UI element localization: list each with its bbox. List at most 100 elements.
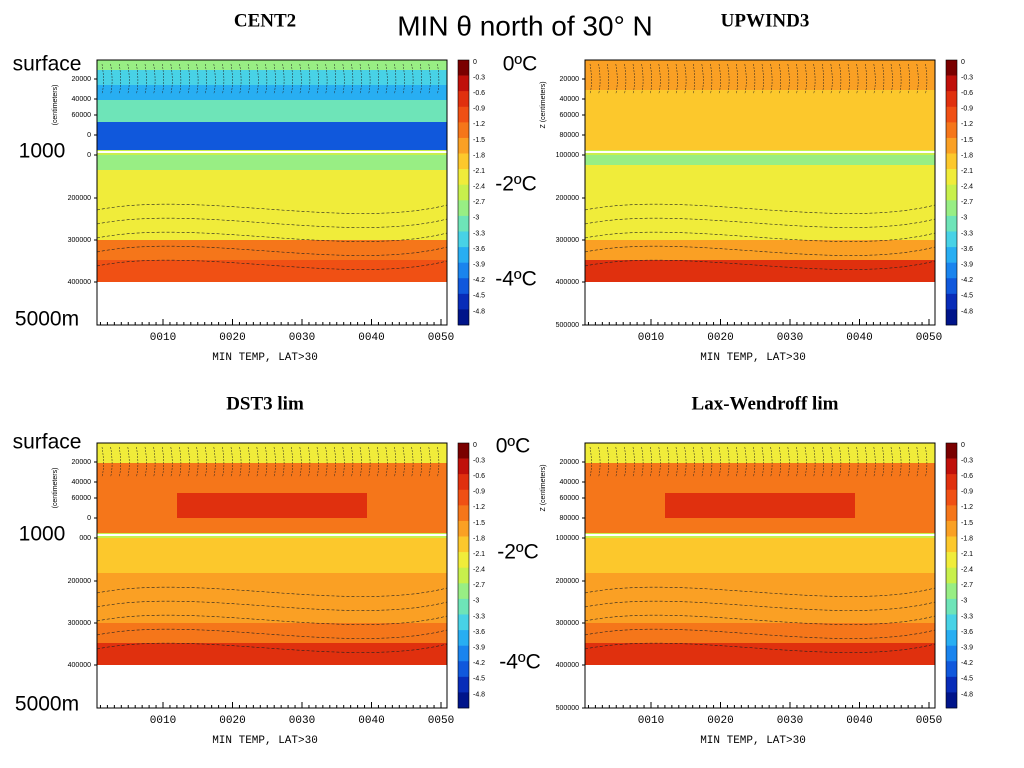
contour	[402, 446, 405, 478]
contour	[282, 63, 285, 95]
field-patch	[665, 493, 855, 518]
contour	[265, 446, 268, 478]
colorbar-swatch	[458, 645, 469, 662]
contour	[136, 446, 139, 478]
contour	[222, 446, 225, 478]
contour	[787, 446, 790, 478]
depth-label: 5000m	[15, 693, 79, 716]
colorbar-label: -0.3	[473, 74, 485, 81]
contour	[351, 446, 354, 478]
colorbar-swatch	[946, 458, 957, 475]
colorbar-swatch	[946, 169, 957, 186]
colorbar-label: -2.1	[473, 551, 485, 558]
colorbar-swatch	[946, 200, 957, 217]
y-tick-label: 40000	[560, 96, 580, 103]
contour	[882, 446, 885, 478]
contour	[101, 63, 104, 95]
y-tick-label: 300000	[68, 620, 91, 627]
colorbar-label: -1.5	[961, 520, 973, 527]
colorbar-swatch	[946, 91, 957, 108]
temperature-label: 0ºC	[496, 435, 531, 458]
colorbar-label: -1.2	[961, 504, 973, 511]
contour	[589, 446, 592, 478]
colorbar-label: -1.8	[961, 535, 973, 542]
colorbar-swatch	[946, 215, 957, 232]
contour	[385, 63, 388, 95]
contour	[96, 231, 448, 242]
contour	[916, 63, 919, 95]
y-tick-label: 400000	[68, 662, 91, 669]
colorbar-label: -0.6	[961, 90, 973, 97]
colorbar-label: -2.4	[961, 567, 973, 574]
plot-frame	[96, 442, 448, 709]
colorbar-swatch	[458, 536, 469, 553]
colorbar-label: -4.5	[473, 293, 485, 300]
colorbar-swatch	[946, 676, 957, 693]
contour	[290, 446, 293, 478]
y-tick-label: 500000	[556, 705, 579, 712]
colorbar-label: -4.5	[961, 293, 973, 300]
colorbar-label: -2.7	[961, 199, 973, 206]
colorbar-label: 0	[473, 59, 477, 66]
contour	[179, 446, 182, 478]
contour	[744, 63, 747, 95]
contour	[925, 446, 928, 478]
contour	[684, 446, 687, 478]
field-band	[585, 443, 935, 463]
contour	[584, 217, 936, 228]
colorbar-label: -1.2	[473, 121, 485, 128]
temperature-label: -2ºC	[495, 173, 537, 196]
contour	[584, 614, 936, 625]
colorbar-label: -4.5	[473, 676, 485, 683]
colorbar-swatch	[458, 60, 469, 76]
x-tick-label: 0020	[707, 332, 733, 344]
contour	[239, 446, 242, 478]
colorbar-label: -1.5	[473, 520, 485, 527]
colorbar-label: -4.2	[473, 277, 485, 284]
contour	[230, 446, 233, 478]
field-band	[585, 90, 935, 150]
contour	[273, 63, 276, 95]
contour	[675, 63, 678, 95]
colorbar-swatch	[458, 676, 469, 693]
colorbar-swatch	[458, 153, 469, 170]
contour	[667, 63, 670, 95]
colorbar-swatch	[946, 692, 957, 709]
contour	[161, 63, 164, 95]
colorbar-swatch	[458, 614, 469, 631]
colorbar-swatch	[458, 169, 469, 186]
colorbar-label: -2.1	[473, 168, 485, 175]
contour	[110, 446, 113, 478]
contour	[718, 446, 721, 478]
y-tick-label: 20000	[560, 459, 580, 466]
temperature-label: -4ºC	[495, 268, 537, 291]
contour	[916, 446, 919, 478]
contour	[606, 446, 609, 478]
contour	[584, 586, 936, 597]
contour	[658, 63, 661, 95]
contour	[856, 446, 859, 478]
contour	[144, 446, 147, 478]
contour	[830, 63, 833, 95]
contour	[641, 446, 644, 478]
colorbar-label: -3.3	[961, 613, 973, 620]
contour	[804, 446, 807, 478]
colorbar-frame	[945, 442, 958, 709]
y-tick-label: 40000	[560, 479, 580, 486]
colorbar-label: -2.7	[473, 582, 485, 589]
contour	[839, 63, 842, 95]
contour	[718, 63, 721, 95]
field-band	[97, 240, 447, 260]
contour	[584, 628, 936, 639]
colorbar-label: -2.1	[961, 551, 973, 558]
temperature-label: -2ºC	[497, 541, 539, 564]
contour	[735, 63, 738, 95]
colorbar-swatch	[946, 278, 957, 295]
contour	[316, 446, 319, 478]
y-tick-label: 20000	[72, 459, 92, 466]
contour	[632, 63, 635, 95]
depth-label: surface	[13, 431, 82, 454]
colorbar-swatch	[458, 489, 469, 506]
contour	[179, 63, 182, 95]
colorbar-swatch	[458, 309, 469, 326]
